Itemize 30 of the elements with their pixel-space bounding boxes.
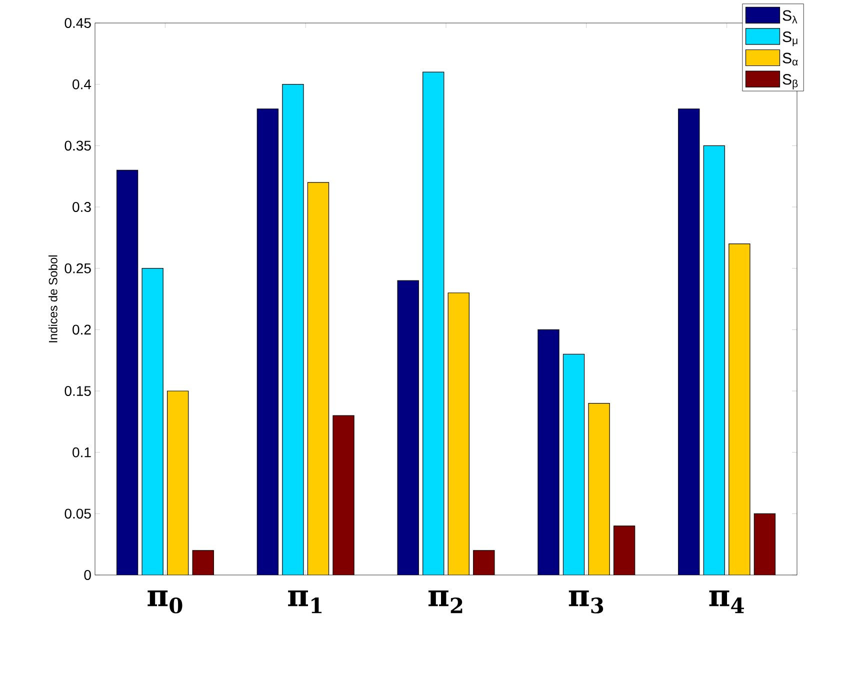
y-tick-label: 0: [84, 570, 91, 580]
x-tick-label: π$_{3}$: [568, 590, 604, 614]
x-tick-label: π$_{4}$: [709, 590, 744, 614]
y-tick-label: 0.05: [64, 508, 91, 519]
y-tick-label: 0.4: [72, 79, 92, 90]
y-tick-label: 0.1: [72, 447, 91, 458]
bar: [116, 170, 138, 575]
bar: [397, 280, 419, 575]
y-tick-label: 0.2: [72, 324, 91, 335]
bar: [703, 145, 725, 575]
y-tick-label: 0.35: [64, 140, 91, 151]
y-tick-label: 0.25: [64, 263, 91, 274]
y-tick-label: 0.45: [64, 18, 91, 28]
x-tick-label: π$_{0}$: [148, 590, 182, 614]
y-tick-label: 0.3: [72, 202, 91, 212]
y-tick-label: 0.15: [64, 386, 91, 396]
bar: [562, 354, 585, 575]
legend-label: S$_{μ}$: [782, 31, 798, 46]
legend-label: S$_{α}$: [782, 52, 798, 66]
bar: [282, 84, 304, 575]
bar: [142, 268, 164, 575]
y-axis-title: Indices de Sobol: [48, 255, 58, 342]
bar: [256, 108, 279, 575]
x-tick-label: π$_{1}$: [288, 590, 322, 614]
legend-label: S$_{λ}$: [782, 10, 798, 24]
bar: [538, 329, 560, 575]
x-tick-label: π$_{2}$: [428, 590, 462, 614]
bar: [678, 108, 700, 575]
bar: [422, 72, 444, 575]
legend-label: S$_{β}$: [782, 74, 798, 90]
